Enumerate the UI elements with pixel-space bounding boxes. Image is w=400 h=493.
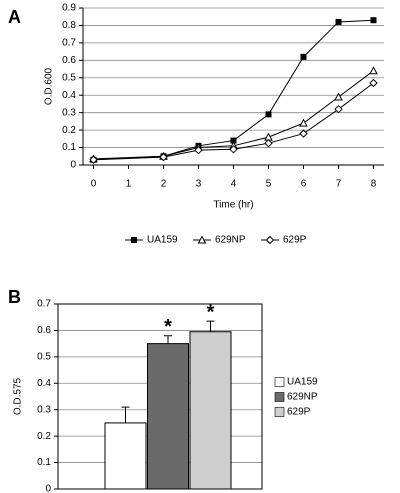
panel-label: A: [8, 7, 21, 27]
marker: [334, 92, 343, 101]
error-bar: [121, 406, 130, 423]
series-line: [93, 82, 374, 161]
y-tick-label: 0: [45, 484, 51, 493]
y-tick-label: 0.7: [37, 299, 51, 310]
significance: *: [207, 301, 215, 323]
legend-label: 629NP: [215, 235, 246, 246]
legend-swatch: [274, 407, 285, 417]
y-tick-label: 0.9: [62, 3, 76, 14]
error-bar: [164, 335, 172, 344]
y-tick-label: 0.3: [62, 107, 76, 118]
y-tick-label: 0.6: [37, 325, 51, 336]
marker: [264, 138, 273, 148]
x-tick-label: 5: [266, 179, 272, 190]
legend-swatch: [274, 377, 285, 387]
y-tick-label: 0.4: [37, 378, 51, 389]
marker: [229, 145, 238, 154]
y-tick-label: 0.5: [37, 351, 51, 362]
marker: [299, 129, 308, 138]
y-tick-label: 0.5: [62, 72, 76, 83]
x-tick-label: 4: [231, 179, 237, 190]
y-tick-label: 0.7: [62, 38, 76, 49]
marker: [335, 18, 342, 25]
legend-label: 629P: [283, 235, 307, 246]
error-bar: [206, 320, 215, 332]
y-tick-label: 0.2: [62, 125, 76, 136]
legend-swatch: [274, 392, 285, 402]
x-tick-label: 3: [196, 179, 202, 190]
y-tick-label: 0.6: [62, 55, 76, 66]
x-tick-label: 7: [336, 179, 342, 190]
y-tick-label: 0.2: [37, 431, 51, 442]
marker: [300, 53, 307, 60]
x-tick-label: 2: [161, 179, 167, 190]
panel-label: B: [8, 287, 21, 307]
y-tick-label: 0.1: [62, 142, 76, 153]
y-tick-label: 0.4: [62, 90, 76, 101]
legend-label: UA159: [147, 235, 178, 246]
marker: [299, 118, 308, 127]
marker: [265, 235, 275, 245]
marker: [370, 17, 377, 24]
marker: [131, 237, 137, 243]
series-line: [93, 70, 374, 160]
legend-label: UA159: [287, 377, 318, 388]
marker: [194, 145, 203, 155]
significance: *: [164, 316, 172, 338]
x-axis-title: Time (hr): [213, 200, 253, 211]
marker: [334, 104, 343, 114]
y-tick-label: 0.1: [37, 457, 51, 468]
legend-label: 629NP: [287, 392, 318, 403]
bar: [104, 422, 147, 490]
marker: [197, 235, 207, 244]
legend-label: 629P: [287, 407, 311, 418]
x-tick-label: 0: [91, 179, 97, 190]
bar: [147, 343, 189, 490]
x-tick-label: 6: [301, 179, 307, 190]
marker: [369, 66, 378, 75]
x-tick-label: 8: [371, 179, 377, 190]
marker: [159, 152, 168, 162]
y-tick-label: 0.3: [37, 404, 51, 415]
marker: [265, 111, 272, 118]
x-tick-label: 1: [126, 179, 132, 190]
y-tick-label: 0: [70, 160, 76, 171]
marker: [89, 155, 98, 164]
y-tick-label: 0.8: [62, 20, 76, 31]
bar: [189, 331, 232, 490]
marker: [369, 78, 378, 88]
y-axis-title: O.D.575: [13, 377, 24, 415]
y-axis-title: O.D.600: [44, 67, 55, 105]
